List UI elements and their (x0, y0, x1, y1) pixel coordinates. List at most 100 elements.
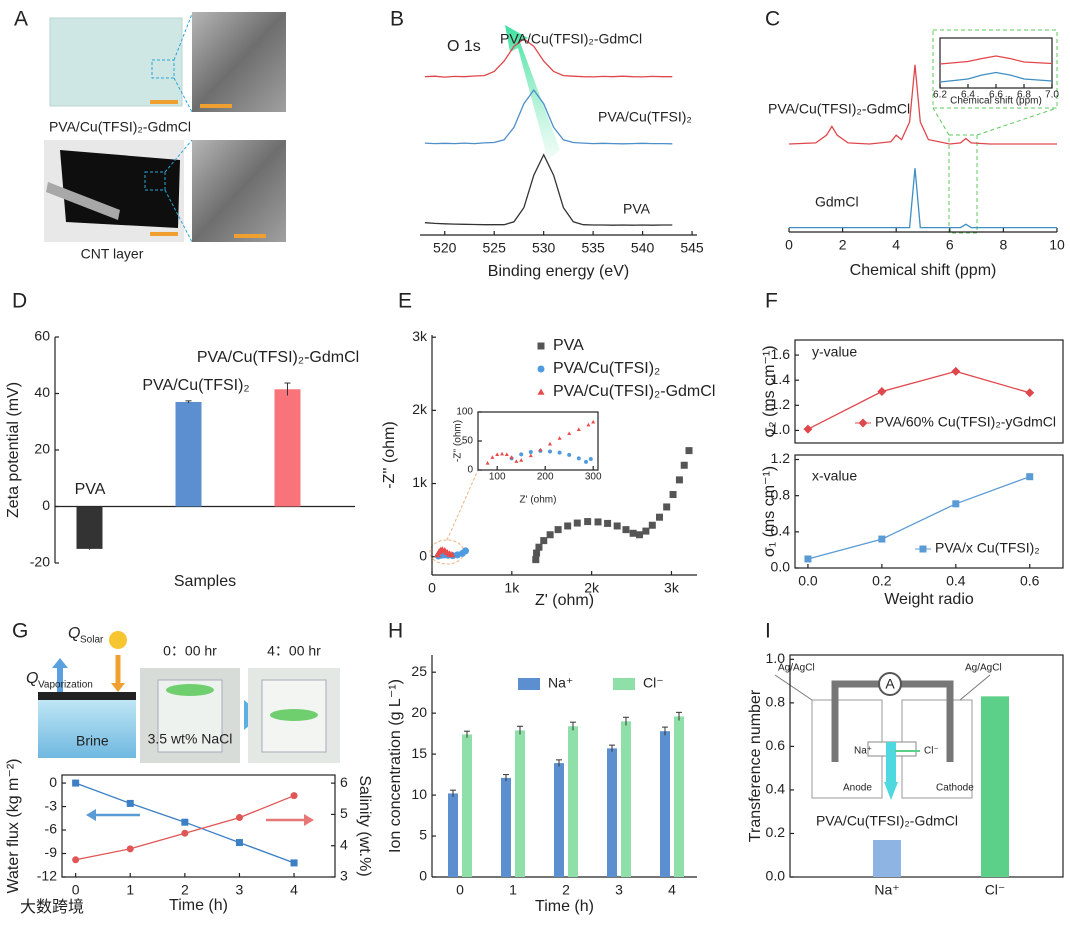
arrow-head (111, 683, 125, 692)
bar (76, 506, 103, 549)
annotation: Cl⁻ (924, 746, 939, 757)
marker (535, 543, 543, 551)
y-tick-label: 0.4 (771, 523, 791, 539)
series-label: PVA/Cu(TFSI)₂ (598, 109, 692, 125)
legend-label: PVA (553, 337, 584, 354)
line (807, 370, 1030, 430)
bar (554, 763, 564, 877)
x-tick-label: 3 (615, 882, 623, 898)
x-axis-label: Time (h) (535, 898, 594, 915)
y-axis-label: Transference number (747, 689, 764, 842)
y-tick-label: 2k (412, 401, 428, 417)
marker (1025, 388, 1035, 398)
y-tick-label: 20 (411, 704, 427, 720)
series-label: GdmCl (815, 194, 859, 210)
y-axis-label: Water flux (kg m⁻²) (5, 759, 22, 894)
plot-frame (789, 654, 1064, 878)
marker (877, 387, 887, 396)
y-axis-label: Zeta potential (mV) (5, 382, 22, 518)
x-tick-label: 530 (532, 240, 556, 256)
marker (519, 458, 524, 462)
legend-label: Na⁺ (548, 675, 573, 691)
marker (72, 779, 80, 787)
x-axis-label: Weight radio (884, 591, 974, 608)
marker (557, 436, 562, 440)
y-tick-label: 50 (462, 436, 474, 447)
y-tick-label: 15 (411, 745, 427, 761)
zoom-line (164, 139, 193, 173)
x-axis-label: Time (h) (169, 897, 228, 914)
y-axis-label: σ₁ (ms cm⁻¹) (761, 466, 778, 557)
annotation: 4：00 hr (267, 643, 321, 659)
annotation: Na⁺ (854, 746, 872, 757)
annotation: O 1s (447, 38, 481, 55)
arrow-head (86, 809, 96, 821)
legend-marker (919, 545, 927, 553)
y2-axis-label: Salinity (wt.%) (356, 775, 373, 876)
x-tick-label: 7.0 (1045, 90, 1059, 101)
marker (500, 451, 504, 456)
legend-marker (537, 342, 545, 350)
marker (1026, 473, 1034, 481)
legend-marker (537, 388, 545, 395)
x-tick-label: 2 (839, 237, 847, 253)
x-tick-label: 2 (181, 882, 189, 898)
marker (548, 449, 552, 454)
y-tick-label: 0.4 (766, 781, 786, 797)
marker (804, 555, 812, 563)
panel-label: A (14, 8, 28, 31)
y-tick-label: 0 (419, 547, 427, 563)
marker (594, 518, 602, 526)
category-label: PVA/Cu(TFSI)₂ (142, 377, 249, 394)
panel-label: F (765, 290, 778, 313)
x-tick-label: 0.4 (946, 573, 966, 589)
x-tick-label: 1 (126, 882, 134, 898)
marker (648, 521, 656, 529)
x-axis-label: Samples (174, 573, 236, 590)
legend-label: PVA/Cu(TFSI)₂ (553, 360, 660, 377)
y-tick-label: 40 (34, 384, 50, 400)
arrow-head (884, 782, 898, 800)
marker (490, 455, 495, 459)
marker (548, 441, 552, 446)
marker (604, 519, 612, 527)
zoom-line (173, 13, 193, 61)
cell-diagram (774, 672, 991, 800)
plot-frame (477, 411, 599, 471)
marker (669, 491, 677, 499)
bar (515, 730, 525, 877)
watermark: 大数跨境 (20, 897, 84, 916)
zoom-line (976, 107, 1058, 136)
line (424, 37, 673, 78)
photo-film (49, 17, 183, 107)
annotation: 3.5 wt% NaCl (148, 731, 233, 747)
x-axis-label: Chemical shift (ppm) (950, 96, 1042, 107)
x-tick-label: 535 (581, 240, 605, 256)
x-axis-label: Z' (ohm) (535, 592, 594, 609)
ammeter (878, 672, 902, 696)
y-tick-label: -12 (37, 868, 57, 884)
y-tick-label: 0.0 (766, 868, 786, 884)
x-tick-label: 100 (489, 472, 506, 483)
x-tick-label: 3k (664, 580, 680, 596)
marker (588, 456, 593, 461)
y-tick-label: 1.0 (771, 421, 791, 437)
annotation: x-value (812, 468, 857, 484)
y-tick-label: 0.2 (766, 824, 786, 840)
y-tick-label: 1k (412, 474, 428, 490)
y-tick-label: -6 (45, 821, 58, 837)
y-tick-label: 1.6 (771, 346, 791, 362)
marker (528, 450, 533, 455)
y-tick-label: 0.8 (766, 694, 786, 710)
x-tick-label: 4 (668, 882, 676, 898)
marker (642, 527, 650, 535)
photo-cnt (60, 150, 180, 228)
channel (886, 742, 896, 782)
marker (576, 456, 581, 461)
x-tick-label: 540 (631, 240, 655, 256)
legend-marker (858, 418, 868, 428)
marker (567, 431, 572, 436)
line (789, 168, 1057, 229)
marker (504, 452, 509, 456)
annotation: Brine (76, 733, 109, 749)
